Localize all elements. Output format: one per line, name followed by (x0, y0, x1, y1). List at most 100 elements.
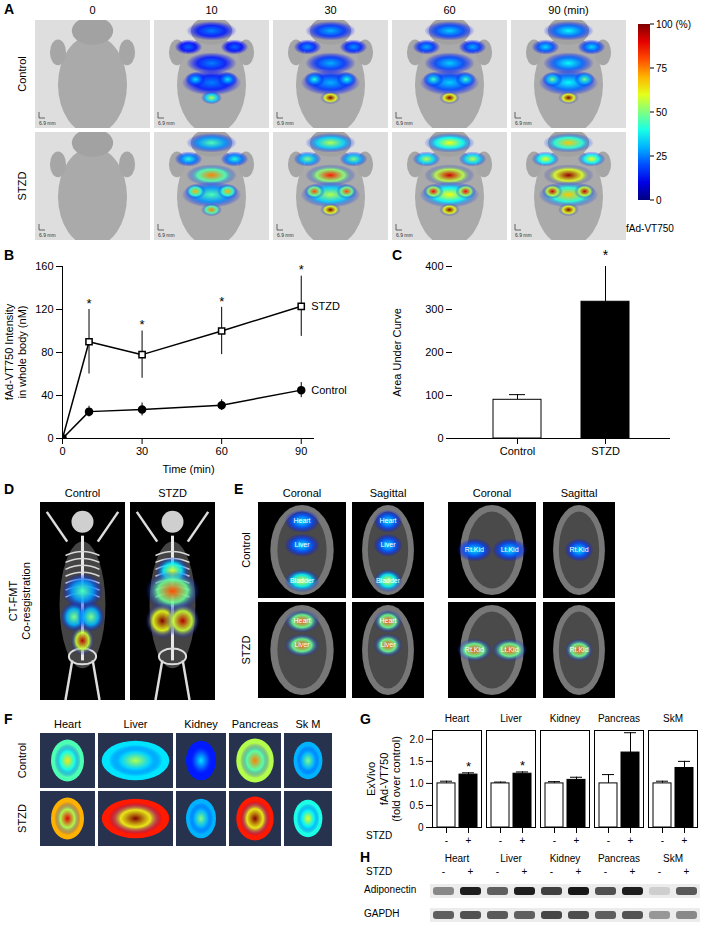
svg-text:0: 0 (47, 432, 53, 444)
svg-text:+: + (630, 866, 636, 877)
svg-text:*: * (603, 247, 609, 263)
svg-text:-: - (658, 866, 661, 877)
svg-text:-: - (442, 866, 445, 877)
svg-text:1.5: 1.5 (410, 756, 424, 767)
svg-text:+: + (522, 866, 528, 877)
svg-text:200: 200 (425, 346, 443, 358)
svg-text:Rt.Kid: Rt.Kid (465, 546, 484, 553)
svg-text:D: D (4, 481, 14, 497)
svg-text:SkM: SkM (663, 853, 683, 864)
svg-text:300: 300 (425, 303, 443, 315)
svg-text:*: * (520, 758, 525, 773)
svg-text:40: 40 (41, 389, 53, 401)
svg-text:Control: Control (240, 532, 252, 567)
svg-text:60: 60 (443, 4, 455, 16)
svg-text:400: 400 (425, 260, 443, 272)
svg-text:6.9 mm: 6.9 mm (39, 232, 56, 238)
svg-text:F: F (4, 711, 13, 727)
svg-text:Heart: Heart (445, 713, 470, 724)
svg-text:Bladder: Bladder (376, 577, 401, 584)
svg-text:Liver: Liver (380, 641, 396, 648)
svg-text:Control: Control (65, 487, 100, 499)
svg-text:100: 100 (425, 389, 443, 401)
svg-text:0: 0 (656, 195, 662, 206)
svg-text:0: 0 (89, 4, 95, 16)
svg-text:2.0: 2.0 (410, 734, 424, 745)
svg-text:Area Under Curve: Area Under Curve (391, 308, 403, 397)
svg-text:0.5: 0.5 (410, 800, 424, 811)
svg-text:STZD: STZD (240, 636, 252, 665)
svg-text:Liver: Liver (294, 641, 310, 648)
svg-text:60: 60 (216, 445, 228, 457)
svg-text:Heart: Heart (379, 517, 396, 524)
svg-text:Bladder: Bladder (290, 577, 315, 584)
svg-text:-: - (607, 835, 610, 846)
svg-text:+: + (682, 835, 688, 846)
svg-text:Heart: Heart (293, 517, 310, 524)
svg-text:-: - (445, 835, 448, 846)
svg-text:Lt.Kid: Lt.Kid (501, 546, 519, 553)
svg-text:6.9 mm: 6.9 mm (277, 232, 294, 238)
svg-text:*: * (299, 262, 304, 277)
svg-text:Pancreas: Pancreas (598, 853, 640, 864)
svg-text:STZD: STZD (366, 866, 392, 877)
svg-text:6.9 mm: 6.9 mm (396, 120, 413, 126)
svg-text:25: 25 (656, 151, 668, 162)
svg-text:Rt.Kid: Rt.Kid (569, 546, 588, 553)
svg-text:Coronal: Coronal (473, 487, 512, 499)
svg-text:Time (min): Time (min) (162, 463, 214, 475)
svg-text:Kidney: Kidney (550, 713, 581, 724)
svg-text:-: - (553, 835, 556, 846)
svg-text:Heart: Heart (54, 718, 81, 730)
svg-text:Liver: Liver (500, 713, 522, 724)
svg-text:E: E (234, 481, 243, 497)
svg-text:+: + (574, 835, 580, 846)
svg-text:Heart: Heart (293, 617, 310, 624)
svg-text:A: A (4, 1, 14, 17)
svg-text:6.9 mm: 6.9 mm (515, 232, 532, 238)
svg-text:-: - (604, 866, 607, 877)
svg-text:B: B (4, 247, 14, 263)
svg-text:STZD: STZD (16, 804, 28, 833)
svg-text:*: * (140, 317, 145, 332)
svg-text:Kidney: Kidney (550, 853, 581, 864)
svg-text:G: G (360, 711, 371, 727)
svg-text:Kidney: Kidney (184, 718, 218, 730)
svg-text:Control: Control (16, 56, 28, 91)
svg-text:0: 0 (59, 445, 65, 457)
svg-text:0: 0 (437, 432, 443, 444)
svg-text:160: 160 (35, 260, 53, 272)
svg-text:H: H (360, 849, 370, 865)
svg-text:fAd-VT750: fAd-VT750 (626, 223, 674, 234)
svg-text:+: + (684, 866, 690, 877)
svg-text:6.9 mm: 6.9 mm (515, 120, 532, 126)
svg-text:STZD: STZD (591, 445, 620, 457)
svg-text:SkM: SkM (663, 713, 683, 724)
svg-text:*: * (466, 759, 471, 774)
svg-text:6.9 mm: 6.9 mm (158, 232, 175, 238)
svg-text:*: * (86, 296, 91, 311)
svg-text:Sagittal: Sagittal (370, 487, 407, 499)
svg-text:Coronal: Coronal (283, 487, 322, 499)
svg-text:+: + (576, 866, 582, 877)
svg-text:Liver: Liver (380, 541, 396, 548)
svg-text:90 (min): 90 (min) (548, 4, 588, 16)
svg-text:100 (%): 100 (%) (656, 19, 691, 30)
svg-text:GAPDH: GAPDH (364, 908, 400, 919)
svg-text:+: + (628, 835, 634, 846)
svg-text:Rt.Kid: Rt.Kid (569, 646, 588, 653)
svg-text:6.9 mm: 6.9 mm (39, 120, 56, 126)
svg-text:Rt.Kid: Rt.Kid (465, 646, 484, 653)
svg-text:80: 80 (41, 346, 53, 358)
svg-text:+: + (468, 866, 474, 877)
svg-text:Sk M: Sk M (295, 718, 320, 730)
svg-text:C: C (392, 247, 402, 263)
svg-text:CT-FMT: CT-FMT (7, 581, 19, 622)
svg-text:Liver: Liver (500, 853, 522, 864)
svg-text:-: - (496, 866, 499, 877)
svg-text:STZD: STZD (311, 300, 340, 312)
svg-text:-: - (499, 835, 502, 846)
svg-text:Liver: Liver (124, 718, 148, 730)
svg-text:-: - (550, 866, 553, 877)
svg-text:Lt.Kid: Lt.Kid (501, 646, 519, 653)
